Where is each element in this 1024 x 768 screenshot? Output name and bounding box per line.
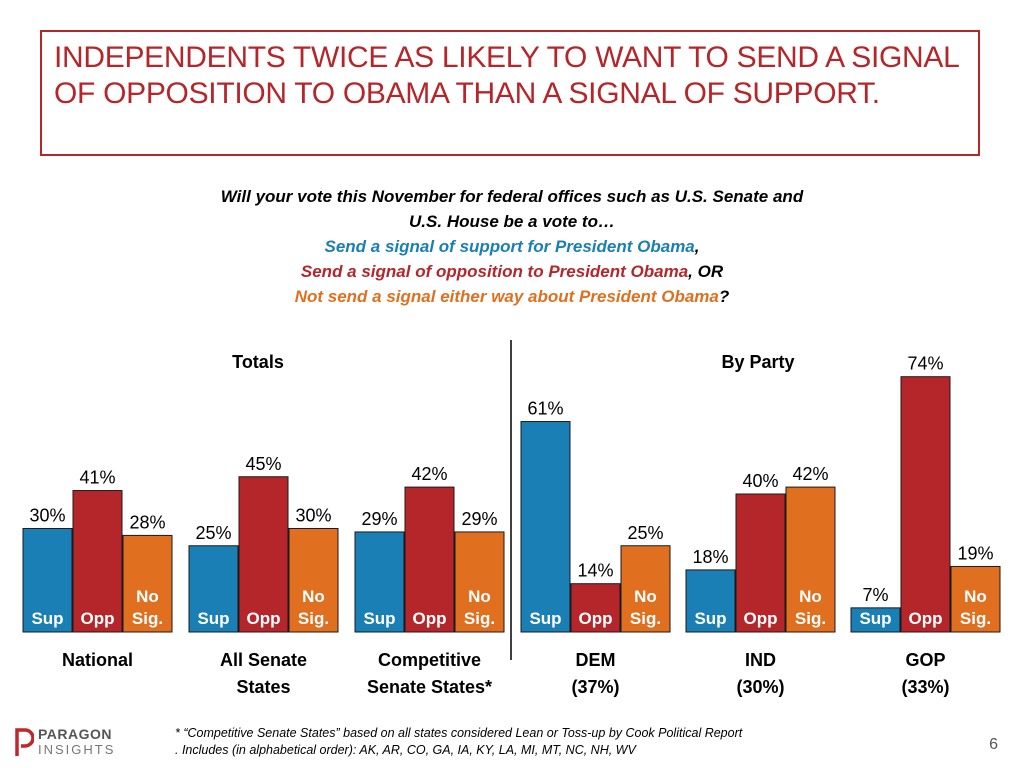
data-label-no_signal-0: 28% [129,512,165,532]
data-label-support-4: 18% [692,547,728,567]
paragon-logo: PARAGON INSIGHTS [14,724,144,760]
bar-opposition-5 [900,376,951,633]
bar-no_signal-0 [122,534,173,633]
title-box: INDEPENDENTS TWICE AS LIKELY TO WANT TO … [40,30,980,156]
bar-support-3 [520,421,571,633]
option-support-sep: , [694,237,700,256]
series-label-support-5-0: Sup [859,609,891,628]
series-label-no_signal-2-1: Sig. [464,609,495,628]
paragon-p-icon [15,728,34,756]
series-label-no_signal-1-0: No [302,587,325,606]
bar-no_signal-4 [785,486,836,633]
option-none-text: Not send a signal either way about Presi… [294,287,719,306]
logo-text-primary: PARAGON [38,726,113,742]
data-label-no_signal-5: 19% [957,543,993,563]
option-opposition-sep: , OR [688,262,724,281]
data-label-opposition-3: 14% [577,561,613,581]
data-label-support-2: 29% [361,509,397,529]
bar-opposition-2 [404,486,455,633]
option-opposition-text: Send a signal of opposition to President… [300,262,689,281]
series-label-opposition-0-0: Opp [81,609,115,628]
series-label-opposition-4-0: Opp [744,609,778,628]
series-label-no_signal-0-1: Sig. [132,609,163,628]
series-label-no_signal-3-1: Sig. [630,609,661,628]
question-option-none: Not send a signal either way about Presi… [0,284,1024,309]
data-label-opposition-2: 42% [411,464,447,484]
bar-no_signal-2 [454,531,505,633]
category-label-1-1: States [236,677,290,697]
data-label-support-0: 30% [29,506,65,526]
bar-support-2 [354,531,405,633]
page-title: INDEPENDENTS TWICE AS LIKELY TO WANT TO … [54,41,959,110]
bar-support-4 [685,569,736,633]
bar-no_signal-1 [288,528,339,633]
bar-no_signal-3 [620,545,671,633]
data-label-opposition-0: 41% [79,468,115,488]
option-none-sep: ? [718,287,730,306]
series-label-opposition-3-0: Opp [579,609,613,628]
series-label-support-0-0: Sup [31,609,63,628]
data-label-support-3: 61% [527,399,563,419]
series-label-no_signal-0-0: No [136,587,159,606]
series-label-opposition-5-0: Opp [909,609,943,628]
footnote-line-1: * “Competitive Senate States” based on a… [175,726,743,740]
data-label-no_signal-4: 42% [792,464,828,484]
data-label-opposition-4: 40% [742,471,778,491]
footnote: * “Competitive Senate States” based on a… [175,725,742,759]
bar-opposition-1 [238,476,289,633]
category-label-4-0: IND [745,650,776,670]
question-option-opposition: Send a signal of opposition to President… [0,259,1024,284]
category-label-5-0: GOP [905,650,945,670]
category-label-3-0: DEM [576,650,616,670]
data-label-support-1: 25% [195,523,231,543]
series-label-opposition-1-0: Opp [247,609,281,628]
category-label-0-0: National [62,650,133,670]
bar-support-0 [22,528,73,633]
bar-opposition-3 [570,583,621,633]
data-label-no_signal-1: 30% [295,506,331,526]
data-label-opposition-5: 74% [907,354,943,374]
category-label-2-0: Competitive [378,650,481,670]
series-label-opposition-2-0: Opp [413,609,447,628]
series-label-support-2-0: Sup [363,609,395,628]
question-line-2: U.S. House be a vote to… [409,212,615,231]
series-label-no_signal-5-0: No [964,587,987,606]
survey-question: Will your vote this November for federal… [0,184,1024,309]
category-label-4-1: (30%) [736,677,784,697]
data-label-support-5: 7% [862,585,888,605]
bar-support-5 [850,607,901,633]
option-support-text: Send a signal of support for President O… [324,237,695,256]
series-label-support-4-0: Sup [694,609,726,628]
page-number: 6 [989,736,998,753]
question-line-1: Will your vote this November for federal… [220,187,804,206]
data-label-no_signal-3: 25% [627,523,663,543]
bar-support-1 [188,545,239,633]
bar-no_signal-5 [950,565,1001,633]
category-label-1-0: All Senate [220,650,307,670]
data-label-no_signal-2: 29% [461,509,497,529]
series-label-support-1-0: Sup [197,609,229,628]
bar-opposition-0 [72,490,123,633]
series-label-no_signal-4-0: No [799,587,822,606]
logo-text-secondary: INSIGHTS [38,742,116,757]
series-label-no_signal-2-0: No [468,587,491,606]
category-label-5-1: (33%) [901,677,949,697]
bar-opposition-4 [735,493,786,633]
series-label-no_signal-3-0: No [634,587,657,606]
series-label-no_signal-1-1: Sig. [298,609,329,628]
section-label-by-party: By Party [721,352,795,372]
series-label-no_signal-5-1: Sig. [960,609,991,628]
question-option-support: Send a signal of support for President O… [0,234,1024,259]
data-label-opposition-1: 45% [245,454,281,474]
series-label-support-3-0: Sup [529,609,561,628]
series-label-no_signal-4-1: Sig. [795,609,826,628]
category-label-2-1: Senate States* [367,677,492,697]
footnote-line-2: . Includes (in alphabetical order): AK, … [175,743,636,757]
section-label-totals: Totals [232,352,284,372]
category-label-3-1: (37%) [571,677,619,697]
